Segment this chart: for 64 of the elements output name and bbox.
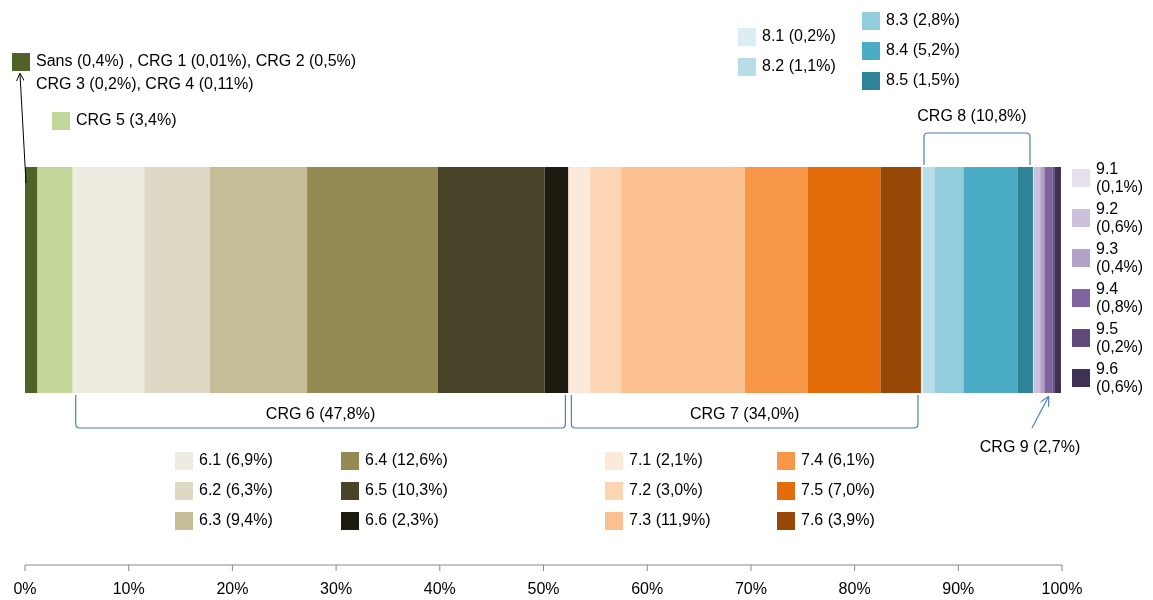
bar [307, 167, 438, 393]
bar [590, 167, 622, 393]
bar [1044, 167, 1053, 393]
x-tick-label: 0% [13, 580, 37, 597]
bar [437, 167, 545, 393]
bar [144, 167, 210, 393]
bar [880, 167, 921, 393]
text: CRG 9 (2,7%) [979, 438, 1081, 455]
bar [920, 167, 924, 393]
legend-label: 7.4 (6,1%) [801, 451, 875, 469]
bar [1052, 167, 1055, 393]
legend-label: 7.5 (7,0%) [801, 481, 875, 499]
legend-label: 6.6 (2,3%) [365, 511, 439, 529]
legend-label: 8.3 (2,8%) [886, 11, 960, 29]
bar [1017, 167, 1033, 393]
legend-label: 7.3 (11,9%) [629, 511, 711, 529]
legend-label: 9.2 (0,6%) [1096, 200, 1144, 235]
legend-label: Sans (0,4%) , CRG 1 (0,01%), CRG 2 (0,5%) CRG 3 (0,2%), CRG 4 (0,11%) [36, 52, 357, 93]
x-tick-label: 70% [734, 580, 767, 597]
legend-label: 6.3 (9,4%) [199, 511, 273, 529]
legend-label: 6.5 (10,3%) [365, 481, 448, 499]
legend-label: 7.1 (2,1%) [629, 451, 703, 469]
bar [923, 167, 935, 393]
bar [25, 167, 38, 393]
x-tick-label: 20% [216, 580, 249, 597]
legend-label: 8.5 (1,5%) [886, 71, 960, 89]
legend-label: 7.2 (3,0%) [629, 481, 703, 499]
legend-label: 6.2 (6,3%) [199, 481, 273, 499]
legend-label: 9.3 (0,4%) [1096, 240, 1144, 275]
bar [72, 167, 145, 393]
bar [621, 167, 745, 393]
bar [963, 167, 1018, 393]
bar [544, 167, 569, 393]
text: CRG 7 (34,0%) [689, 405, 800, 422]
x-tick-label: 80% [838, 580, 871, 597]
bar [1054, 167, 1061, 393]
legend-label: 7.6 (3,9%) [801, 511, 875, 529]
bar [209, 167, 308, 393]
legend-label: 9.6 (0,6%) [1096, 360, 1144, 395]
legend-label: 9.1 (0,1%) [1096, 160, 1144, 195]
legend-label: 9.5 (0,2%) [1096, 320, 1144, 355]
legend-label: 8.2 (1,1%) [762, 57, 836, 75]
bar [744, 167, 808, 393]
x-tick-label: 100% [1041, 580, 1083, 597]
bar [1040, 167, 1045, 393]
legend-label: 8.4 (5,2%) [886, 41, 960, 59]
x-tick-label: 50% [527, 580, 560, 597]
bar [807, 167, 881, 393]
x-tick-label: 30% [320, 580, 353, 597]
x-tick-label: 40% [423, 580, 456, 597]
bar [568, 167, 591, 393]
x-tick-label: 60% [631, 580, 664, 597]
x-tick-label: 10% [112, 580, 145, 597]
bar [37, 167, 73, 393]
bar [934, 167, 964, 393]
text: CRG 6 (47,8%) [265, 405, 376, 422]
legend-label: 6.1 (6,9%) [199, 451, 273, 469]
legend-label: 8.1 (0,2%) [762, 27, 836, 45]
legend-label: 9.4 (0,8%) [1096, 280, 1144, 315]
legend-label: 6.4 (12,6%) [365, 451, 448, 469]
text: CRG 8 (10,8%) [917, 107, 1027, 124]
x-tick-label: 90% [942, 580, 975, 597]
legend-label: CRG 5 (3,4%) [76, 111, 177, 129]
bar [1034, 167, 1041, 393]
